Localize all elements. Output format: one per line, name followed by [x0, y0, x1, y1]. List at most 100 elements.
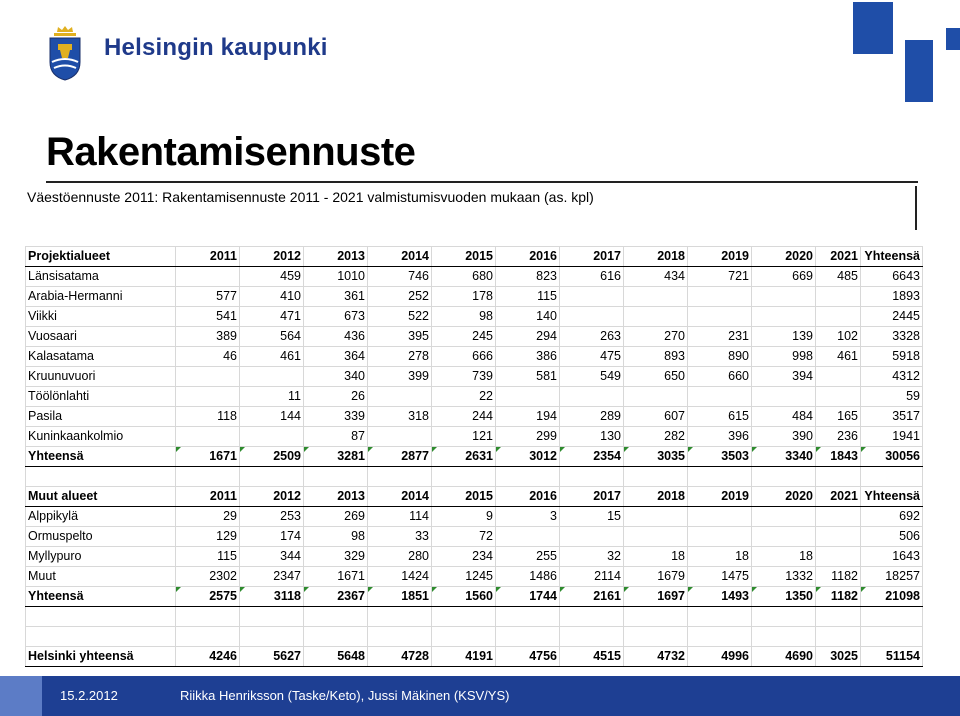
table-header-row: Projektialueet 2011 2012 2013 2014 2015 2016 20…: [25, 246, 923, 267]
table-cell: 1245: [431, 566, 496, 587]
table-cell: [623, 306, 688, 327]
table-cell: 2161: [559, 586, 624, 607]
table-cell: 1486: [495, 566, 560, 587]
table-cell: 18: [687, 546, 752, 567]
table-cell: 252: [367, 286, 432, 307]
table-row: Vuosaari 389 564 436 395 245 294 263 270 231 139 10…: [25, 326, 923, 347]
table-cell: [751, 386, 816, 407]
table-cell: 18: [751, 546, 816, 567]
row-label: Ormuspelto: [25, 526, 176, 547]
table-cell: 394: [751, 366, 816, 387]
table-cell: 253: [239, 506, 304, 527]
table-cell: 2016: [495, 486, 560, 507]
table-cell: 823: [495, 266, 560, 287]
table-cell: 1941: [860, 426, 923, 447]
table-row: Töölönlahti 11 26 22 59: [25, 386, 923, 407]
table-row: Kruunuvuori 340 399 739 581 549 650 660 394 4312: [25, 366, 923, 387]
table-cell: 11: [239, 386, 304, 407]
table-cell: [175, 386, 240, 407]
table-cell: 2011: [175, 486, 240, 507]
table-cell: 3035: [623, 446, 688, 467]
table-cell: [623, 526, 688, 547]
table-cell: 3503: [687, 446, 752, 467]
table-cell: 386: [495, 346, 560, 367]
table-cell: 3025: [815, 646, 861, 667]
table-cell: 144: [239, 406, 304, 427]
table-cell: 1350: [751, 586, 816, 607]
table-cell: 721: [687, 266, 752, 287]
table-cell: 244: [431, 406, 496, 427]
table-row: Myllypuro 115 344 329 280 234 255 32 18 18 18 1643: [25, 546, 923, 567]
table-cell: 121: [431, 426, 496, 447]
table-cell: [815, 386, 861, 407]
footer-date: 15.2.2012: [60, 688, 118, 703]
total-row: Yhteensä 2575 3118 2367 1851 1560 1744 2161 1697…: [25, 586, 923, 607]
row-label: Helsinki yhteensä: [25, 646, 176, 667]
table-cell: [687, 286, 752, 307]
table-cell: 399: [367, 366, 432, 387]
table-cell: [751, 526, 816, 547]
table-cell: 2021: [815, 486, 861, 507]
table-cell: [687, 306, 752, 327]
table-cell: 22: [431, 386, 496, 407]
table-cell: 3340: [751, 446, 816, 467]
title-divider: [46, 181, 918, 183]
table-cell: 2014: [367, 246, 432, 267]
table-cell: 1679: [623, 566, 688, 587]
table-cell: 299: [495, 426, 560, 447]
table-cell: 2367: [303, 586, 368, 607]
table-cell: [687, 526, 752, 547]
table-cell: 4191: [431, 646, 496, 667]
table-cell: Yhteensä: [860, 246, 923, 267]
table-cell: [815, 506, 861, 527]
table-cell: 471: [239, 306, 304, 327]
row-label: Yhteensä: [25, 446, 176, 467]
table-cell: [559, 306, 624, 327]
table-cell: 2302: [175, 566, 240, 587]
table-cell: 395: [367, 326, 432, 347]
table-cell: 485: [815, 266, 861, 287]
table-cell: 389: [175, 326, 240, 347]
table-cell: 178: [431, 286, 496, 307]
table-cell: [687, 386, 752, 407]
table-cell: 2018: [623, 246, 688, 267]
table-cell: 2015: [431, 486, 496, 507]
table-cell: 32: [559, 546, 624, 567]
table-cell: 2013: [303, 246, 368, 267]
frame-line: [915, 186, 917, 230]
slide-subtitle: Väestöennuste 2011: Rakentamisennuste 20…: [27, 189, 594, 205]
table-cell: [239, 426, 304, 447]
table-cell: 2631: [431, 446, 496, 467]
table-cell: 1671: [303, 566, 368, 587]
table-row: Kuninkaankolmio 87 121 299 130 282 396 390 236 19…: [25, 426, 923, 447]
table-cell: 3517: [860, 406, 923, 427]
footer-bar: 15.2.2012 Riikka Henriksson (Taske/Keto)…: [0, 676, 960, 716]
table-cell: 475: [559, 346, 624, 367]
table-cell: 3118: [239, 586, 304, 607]
table-cell: 344: [239, 546, 304, 567]
table-cell: 581: [495, 366, 560, 387]
table-header-row: Muut alueet 2011 2012 2013 2014 2015 2016 2017 2…: [25, 486, 923, 507]
table-cell: 2017: [559, 486, 624, 507]
table-cell: 5627: [239, 646, 304, 667]
table-cell: 436: [303, 326, 368, 347]
table-cell: 46: [175, 346, 240, 367]
table-cell: 2019: [687, 486, 752, 507]
table-cell: 2114: [559, 566, 624, 587]
table-cell: 2016: [495, 246, 560, 267]
row-label: Kruunuvuori: [25, 366, 176, 387]
table-cell: 4515: [559, 646, 624, 667]
table-cell: [815, 366, 861, 387]
table-cell: [239, 366, 304, 387]
table-cell: 2021: [815, 246, 861, 267]
table-cell: [751, 506, 816, 527]
table-cell: 102: [815, 326, 861, 347]
table-cell: 21098: [860, 586, 923, 607]
table-cell: 564: [239, 326, 304, 347]
table-cell: [751, 286, 816, 307]
row-label: Myllypuro: [25, 546, 176, 567]
table-cell: 1182: [815, 586, 861, 607]
table-cell: 2017: [559, 246, 624, 267]
table-cell: 1851: [367, 586, 432, 607]
table-cell: 6643: [860, 266, 923, 287]
